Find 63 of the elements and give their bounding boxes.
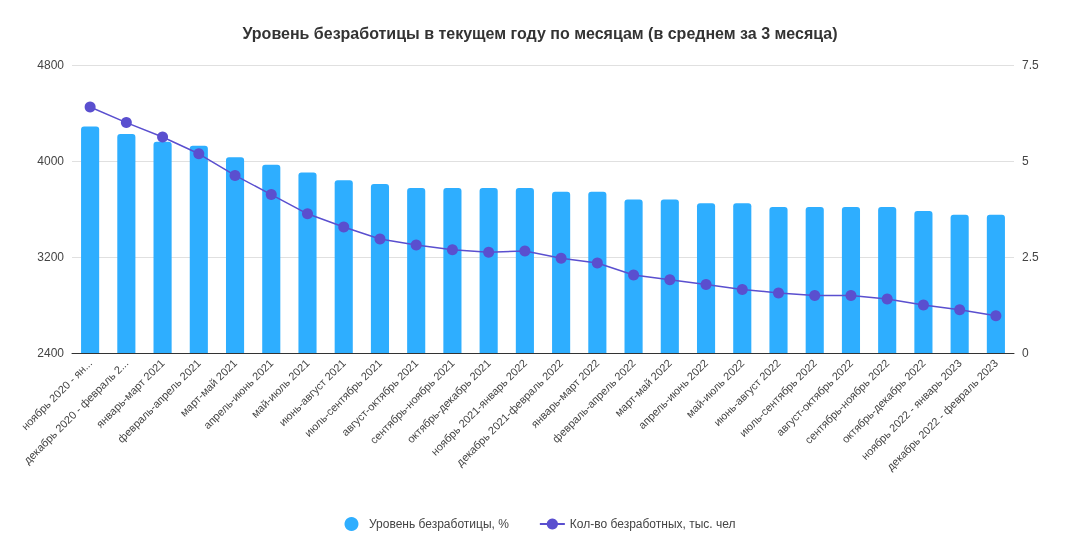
chart-title: Уровень безработицы в текущем году по месяцам (в среднем за 3 месяца)	[242, 24, 838, 42]
point	[845, 289, 857, 301]
bar	[262, 164, 281, 353]
bar	[407, 187, 426, 353]
bar	[914, 210, 933, 353]
bar	[588, 191, 607, 353]
point	[157, 131, 169, 143]
bar	[81, 126, 100, 353]
bar	[117, 134, 136, 353]
bar	[660, 199, 679, 353]
bar	[334, 180, 353, 353]
point	[591, 257, 603, 269]
bar	[696, 203, 716, 353]
bar	[986, 214, 1005, 353]
point	[555, 252, 567, 264]
bar	[552, 191, 571, 353]
point	[483, 246, 495, 258]
y2-tick-label: 0	[1022, 346, 1029, 360]
bar	[841, 207, 861, 353]
bar	[805, 207, 824, 353]
bar	[515, 187, 534, 353]
point	[664, 274, 676, 286]
point	[120, 117, 132, 129]
point	[773, 287, 784, 299]
legend-label: Уровень безработицы, %	[368, 517, 510, 531]
point	[193, 148, 205, 160]
bar	[950, 214, 969, 353]
bar	[370, 184, 390, 353]
bar	[733, 203, 752, 353]
point	[446, 244, 458, 256]
point	[84, 101, 96, 113]
y-tick-label: 3200	[37, 250, 65, 264]
y-tick-label: 4000	[37, 154, 65, 168]
point	[700, 279, 712, 291]
point	[954, 304, 966, 316]
point	[990, 310, 1002, 322]
point	[410, 239, 422, 251]
bar	[878, 207, 897, 353]
legend-label: Кол-во безработных, тыс. чел	[569, 517, 736, 531]
bar	[479, 187, 498, 353]
point	[265, 189, 277, 201]
bar	[298, 172, 317, 353]
y2-tick-label: 7.5	[1022, 58, 1040, 72]
point	[917, 299, 929, 311]
point	[519, 245, 531, 257]
bar	[153, 141, 172, 353]
point	[374, 233, 386, 245]
point	[338, 221, 350, 233]
bar	[443, 187, 462, 353]
bar	[624, 199, 643, 353]
point	[736, 283, 748, 295]
point	[881, 293, 893, 305]
bar	[769, 207, 788, 353]
point	[229, 169, 241, 181]
bar	[189, 145, 208, 353]
y-tick-label: 4800	[37, 58, 65, 72]
y-tick-label: 2400	[37, 346, 65, 360]
y2-tick-label: 2.5	[1022, 250, 1040, 264]
y2-tick-label: 5	[1022, 154, 1029, 168]
point	[809, 289, 821, 301]
bar	[225, 157, 245, 353]
point	[628, 269, 640, 281]
point	[302, 208, 313, 220]
